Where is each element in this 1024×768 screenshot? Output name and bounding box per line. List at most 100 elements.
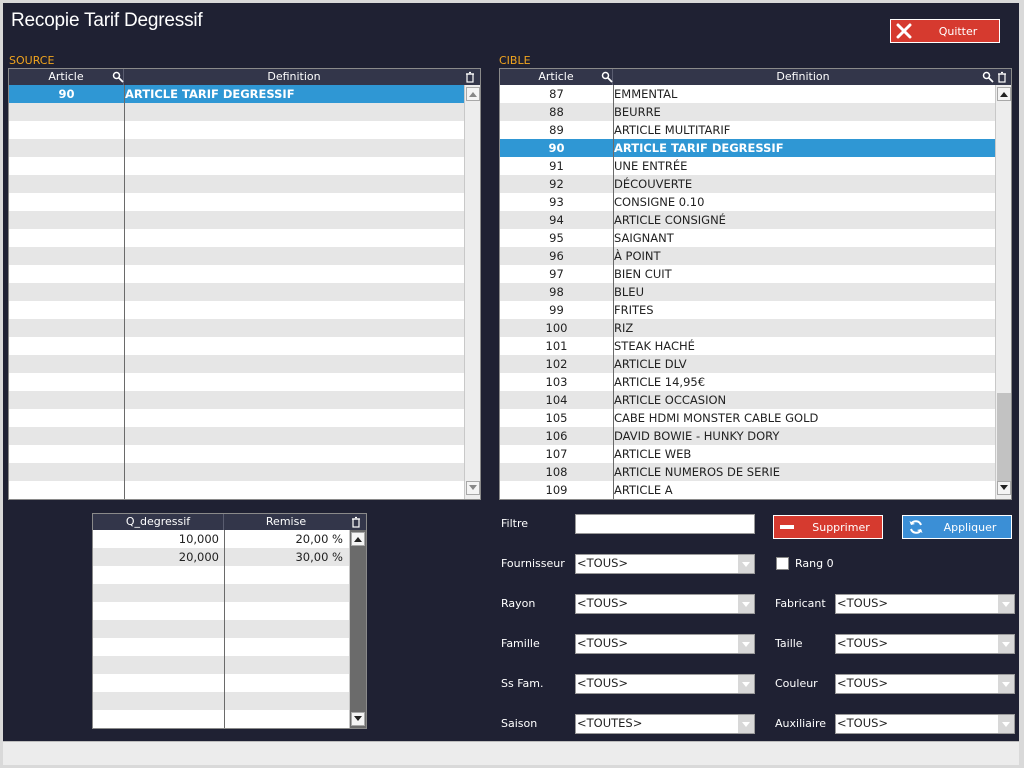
table-row[interactable]	[9, 409, 464, 427]
table-row[interactable]: 95 SAIGNANT	[500, 229, 995, 247]
table-row[interactable]	[9, 139, 464, 157]
table-row[interactable]	[9, 175, 464, 193]
table-row[interactable]	[9, 337, 464, 355]
table-row[interactable]	[9, 481, 464, 499]
taille-select[interactable]: <TOUS>	[835, 634, 1015, 654]
table-row[interactable]	[9, 229, 464, 247]
table-row[interactable]	[9, 391, 464, 409]
table-row[interactable]: 20,000 30,00 %	[93, 548, 349, 566]
table-row[interactable]	[93, 692, 349, 710]
table-row[interactable]: 87 EMMENTAL	[500, 85, 995, 103]
search-icon[interactable]	[982, 71, 994, 83]
table-row[interactable]: 88 BEURRE	[500, 103, 995, 121]
trash-icon[interactable]	[464, 71, 476, 83]
table-row[interactable]: 89 ARTICLE MULTITARIF	[500, 121, 995, 139]
chevron-down-icon[interactable]	[998, 635, 1014, 653]
table-row[interactable]: 93 CONSIGNE 0.10	[500, 193, 995, 211]
table-row[interactable]: 94 ARTICLE CONSIGNÉ	[500, 211, 995, 229]
scroll-up-icon[interactable]	[466, 87, 480, 101]
table-row[interactable]: 105 CABE HDMI MONSTER CABLE GOLD	[500, 409, 995, 427]
fabricant-select[interactable]: <TOUS>	[835, 594, 1015, 614]
table-row[interactable]: 90 ARTICLE TARIF DEGRESSIF	[500, 139, 995, 157]
table-row[interactable]: 10,000 20,00 %	[93, 530, 349, 548]
apply-button[interactable]: Appliquer	[902, 515, 1012, 539]
chevron-down-icon[interactable]	[738, 675, 754, 693]
chevron-down-icon[interactable]	[738, 595, 754, 613]
trash-icon[interactable]	[350, 516, 362, 528]
table-row[interactable]	[93, 620, 349, 638]
scroll-down-icon[interactable]	[466, 481, 480, 495]
filtre-input[interactable]	[575, 514, 755, 534]
table-row[interactable]	[9, 427, 464, 445]
degressif-grid[interactable]: Q_degressif Remise 10,000 20,00 % 20,000 30…	[92, 513, 367, 729]
table-row[interactable]	[9, 373, 464, 391]
table-row[interactable]: 106 DAVID BOWIE - HUNKY DORY	[500, 427, 995, 445]
table-row[interactable]: 102 ARTICLE DLV	[500, 355, 995, 373]
table-row[interactable]: 104 ARTICLE OCCASION	[500, 391, 995, 409]
cible-col-definition[interactable]: Definition	[776, 70, 830, 83]
table-row[interactable]	[93, 638, 349, 656]
degressif-col-remise[interactable]: Remise	[265, 515, 307, 528]
chevron-down-icon[interactable]	[738, 555, 754, 573]
table-row[interactable]: 103 ARTICLE 14,95€	[500, 373, 995, 391]
quit-button[interactable]: Quitter	[890, 19, 1000, 43]
rayon-select[interactable]: <TOUS>	[575, 594, 755, 614]
table-row[interactable]	[93, 584, 349, 602]
scroll-up-icon[interactable]	[997, 87, 1011, 101]
table-row[interactable]	[9, 445, 464, 463]
table-row[interactable]	[93, 602, 349, 620]
cible-col-article[interactable]: Article	[500, 69, 613, 85]
table-row[interactable]	[93, 710, 349, 728]
search-icon[interactable]	[601, 71, 613, 83]
table-row[interactable]	[9, 283, 464, 301]
table-row[interactable]	[9, 319, 464, 337]
table-row[interactable]: 108 ARTICLE NUMEROS DE SERIE	[500, 463, 995, 481]
table-row[interactable]	[9, 301, 464, 319]
fournisseur-select[interactable]: <TOUS>	[575, 554, 755, 574]
table-row[interactable]: 107 ARTICLE WEB	[500, 445, 995, 463]
rang0-checkbox[interactable]	[776, 557, 789, 570]
scroll-down-icon[interactable]	[351, 712, 365, 726]
table-row[interactable]	[9, 463, 464, 481]
table-row[interactable]: 98 BLEU	[500, 283, 995, 301]
chevron-down-icon[interactable]	[998, 595, 1014, 613]
source-col-definition[interactable]: Definition	[267, 70, 321, 83]
table-row[interactable]	[93, 566, 349, 584]
chevron-down-icon[interactable]	[998, 675, 1014, 693]
table-row[interactable]: 100 RIZ	[500, 319, 995, 337]
table-row[interactable]	[93, 656, 349, 674]
scroll-up-icon[interactable]	[351, 532, 365, 546]
table-row[interactable]	[9, 355, 464, 373]
famille-select[interactable]: <TOUS>	[575, 634, 755, 654]
table-row[interactable]	[9, 247, 464, 265]
table-row[interactable]	[9, 157, 464, 175]
scroll-down-icon[interactable]	[997, 481, 1011, 495]
cible-grid[interactable]: Article Definition 87 EMMENTAL 88 BEURRE 89 A…	[499, 68, 1012, 500]
search-icon[interactable]	[112, 71, 124, 83]
saison-select[interactable]: <TOUTES>	[575, 714, 755, 734]
table-row[interactable]	[9, 193, 464, 211]
table-row[interactable]: 99 FRITES	[500, 301, 995, 319]
table-row[interactable]: 96 À POINT	[500, 247, 995, 265]
source-col-article[interactable]: Article	[9, 69, 124, 85]
degressif-scrollbar[interactable]	[349, 530, 366, 728]
cible-scroll-thumb[interactable]	[997, 393, 1011, 481]
table-row[interactable]: 92 DÉCOUVERTE	[500, 175, 995, 193]
delete-button[interactable]: Supprimer	[773, 515, 883, 539]
couleur-select[interactable]: <TOUS>	[835, 674, 1015, 694]
source-scrollbar[interactable]	[464, 85, 480, 499]
table-row[interactable]: 90 ARTICLE TARIF DEGRESSIF	[9, 85, 464, 103]
table-row[interactable]: 97 BIEN CUIT	[500, 265, 995, 283]
chevron-down-icon[interactable]	[738, 635, 754, 653]
table-row[interactable]	[9, 103, 464, 121]
degressif-col-qty[interactable]: Q_degressif	[93, 514, 224, 530]
table-row[interactable]	[9, 265, 464, 283]
table-row[interactable]	[93, 674, 349, 692]
table-row[interactable]: 91 UNE ENTRÉE	[500, 157, 995, 175]
table-row[interactable]	[9, 121, 464, 139]
auxiliaire-select[interactable]: <TOUS>	[835, 714, 1015, 734]
table-row[interactable]: 109 ARTICLE A	[500, 481, 995, 499]
cible-scrollbar[interactable]	[995, 85, 1011, 499]
table-row[interactable]	[9, 211, 464, 229]
source-grid[interactable]: Article Definition 90 ARTICLE TARIF DEGRE…	[8, 68, 481, 500]
